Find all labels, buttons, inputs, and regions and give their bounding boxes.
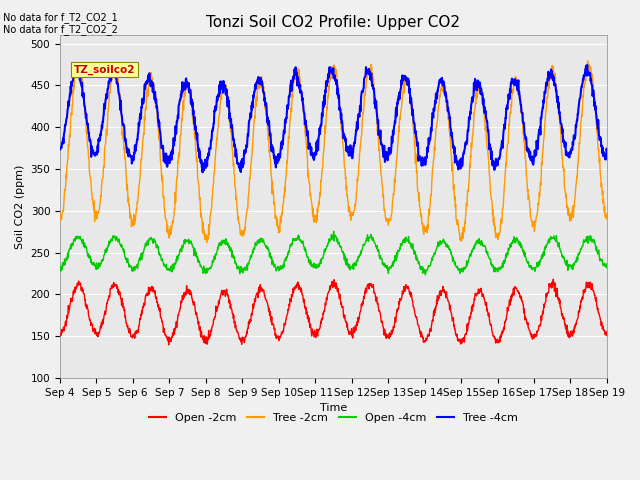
Text: No data for f_T2_CO2_2: No data for f_T2_CO2_2 xyxy=(3,24,118,35)
Text: TZ_soilco2: TZ_soilco2 xyxy=(74,64,135,75)
Text: No data for f_T2_CO2_1: No data for f_T2_CO2_1 xyxy=(3,12,118,23)
X-axis label: Time: Time xyxy=(320,403,347,413)
Y-axis label: Soil CO2 (ppm): Soil CO2 (ppm) xyxy=(15,164,25,249)
Title: Tonzi Soil CO2 Profile: Upper CO2: Tonzi Soil CO2 Profile: Upper CO2 xyxy=(207,15,461,30)
Legend: Open -2cm, Tree -2cm, Open -4cm, Tree -4cm: Open -2cm, Tree -2cm, Open -4cm, Tree -4… xyxy=(145,408,522,427)
